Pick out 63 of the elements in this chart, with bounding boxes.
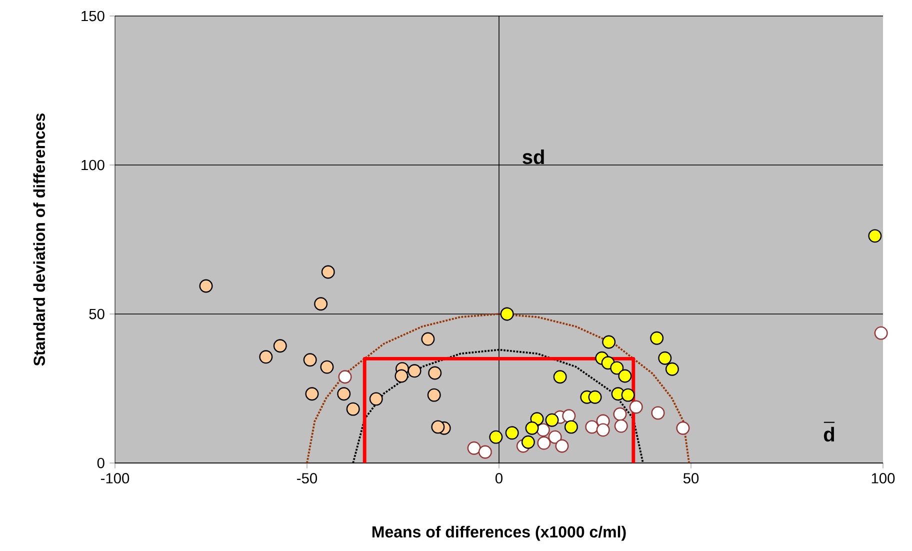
point xyxy=(618,369,632,383)
point xyxy=(564,420,578,434)
point xyxy=(199,279,213,293)
point xyxy=(868,229,882,243)
point xyxy=(536,423,550,437)
point xyxy=(321,265,335,279)
point xyxy=(525,421,539,435)
point xyxy=(613,407,627,421)
point xyxy=(545,413,559,427)
point xyxy=(585,420,599,434)
x-tick-label: -50 xyxy=(297,473,318,484)
point xyxy=(314,297,328,311)
y-tick-label: 100 xyxy=(82,160,104,170)
x-tick-label: -100 xyxy=(100,473,130,484)
point xyxy=(346,402,360,416)
point xyxy=(273,339,287,353)
point xyxy=(658,351,672,365)
point xyxy=(369,392,383,406)
point xyxy=(337,387,351,401)
point xyxy=(431,420,445,434)
point xyxy=(874,326,888,340)
point xyxy=(548,430,562,444)
point xyxy=(555,439,569,453)
point xyxy=(614,419,628,433)
point xyxy=(602,335,616,349)
point xyxy=(427,388,441,402)
x-axis-title: Means of differences (x1000 c/ml) xyxy=(372,526,626,541)
point xyxy=(478,445,492,459)
point xyxy=(562,409,576,423)
point xyxy=(553,370,567,384)
point xyxy=(259,350,273,364)
annotation: d xyxy=(824,426,834,442)
point xyxy=(500,307,514,321)
point xyxy=(621,388,635,402)
x-tick-label: 100 xyxy=(872,473,895,484)
point xyxy=(505,426,519,440)
point xyxy=(338,370,352,384)
point xyxy=(676,421,690,435)
point xyxy=(394,369,408,383)
point xyxy=(588,390,602,404)
point xyxy=(408,364,422,378)
point xyxy=(521,435,535,449)
point xyxy=(665,362,679,376)
point xyxy=(305,387,319,401)
point xyxy=(650,331,664,345)
point xyxy=(467,441,481,455)
x-tick-label: 50 xyxy=(683,473,699,484)
y-tick-label: 0 xyxy=(97,458,104,468)
point xyxy=(610,361,624,375)
x-tick-label: 0 xyxy=(495,473,502,484)
point xyxy=(651,406,665,420)
point xyxy=(489,430,503,444)
point xyxy=(596,423,610,437)
y-tick-label: 50 xyxy=(89,308,104,320)
point xyxy=(303,353,317,367)
annotation: sd xyxy=(522,149,544,164)
point xyxy=(320,360,334,374)
point xyxy=(421,332,435,346)
point xyxy=(428,366,442,380)
point xyxy=(537,436,551,450)
y-tick-label: 150 xyxy=(82,10,104,22)
y-axis-title: Standard deviation of differences xyxy=(33,113,45,366)
point xyxy=(629,400,643,414)
